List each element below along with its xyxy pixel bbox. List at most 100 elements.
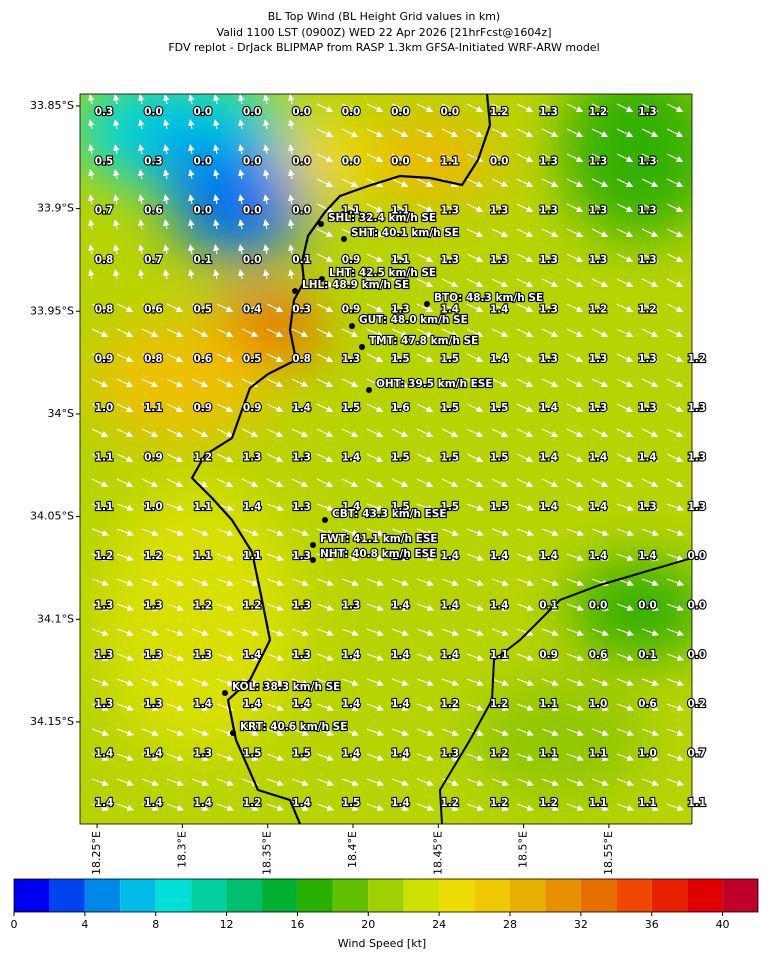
- wind-arrow: [666, 703, 685, 712]
- wind-arrow: [88, 244, 95, 255]
- wind-arrow: [288, 269, 295, 280]
- wind-arrow: [91, 403, 109, 412]
- wind-arrow: [491, 578, 510, 587]
- x-tick-label: 18.55°E: [602, 831, 615, 875]
- wind-arrow: [491, 228, 509, 237]
- wind-arrow: [641, 628, 660, 637]
- wind-arrow: [241, 803, 260, 812]
- wind-arrow: [166, 603, 185, 612]
- wind-arrow: [466, 128, 484, 137]
- grid-value: 1.4: [342, 748, 361, 760]
- wind-arrow: [591, 403, 609, 412]
- wind-arrow: [91, 778, 110, 787]
- wind-arrow: [516, 303, 534, 312]
- wind-arrow: [166, 803, 185, 812]
- wind-arrow: [466, 478, 484, 487]
- wind-arrow: [391, 478, 409, 487]
- wind-arrow: [516, 603, 535, 612]
- grid-value: 1.2: [490, 797, 509, 809]
- wind-arrow: [666, 303, 684, 312]
- wind-arrow: [516, 628, 535, 637]
- grid-value: 0.3: [144, 155, 163, 167]
- wind-arrow: [591, 328, 609, 337]
- grid-value: 0.0: [292, 205, 311, 217]
- wind-arrow: [491, 628, 510, 637]
- grid-value: 1.2: [144, 550, 163, 562]
- wind-arrow: [641, 103, 659, 112]
- wind-arrow: [188, 219, 195, 230]
- wind-arrow: [616, 203, 634, 212]
- grid-value: 1.5: [391, 451, 410, 463]
- wind-arrow: [666, 453, 684, 462]
- wind-arrow: [616, 728, 635, 737]
- wind-arrow: [116, 728, 135, 737]
- wind-arrow: [441, 378, 459, 387]
- wind-arrow: [516, 503, 535, 512]
- grid-value: 0.0: [193, 205, 212, 217]
- wind-arrow: [216, 478, 234, 487]
- grid-value: 1.4: [490, 550, 509, 562]
- wind-arrow: [441, 528, 460, 537]
- wind-arrow: [416, 403, 434, 412]
- wind-arrow: [416, 603, 435, 612]
- wind-arrow: [163, 194, 170, 205]
- wind-arrow: [213, 119, 220, 130]
- wind-arrow: [416, 153, 434, 162]
- grid-value: 0.0: [342, 106, 361, 118]
- wind-arrow: [191, 453, 209, 462]
- grid-value: 0.0: [243, 254, 262, 266]
- wind-arrow: [666, 503, 685, 512]
- grid-value: 1.3: [589, 402, 608, 414]
- wind-arrow: [416, 203, 434, 212]
- grid-value: 1.1: [342, 205, 361, 217]
- wind-arrow: [316, 353, 334, 362]
- wind-arrow: [466, 503, 485, 512]
- station-label: CBT: 43.3 km/h ESE: [332, 508, 447, 520]
- wind-arrow: [666, 778, 685, 787]
- grid-value: 1.3: [243, 451, 262, 463]
- wind-arrow: [616, 703, 635, 712]
- wind-arrow: [166, 653, 185, 662]
- wind-arrow: [191, 728, 210, 737]
- wind-arrow: [541, 403, 559, 412]
- wind-arrow: [113, 169, 120, 180]
- grid-value: 1.4: [589, 550, 608, 562]
- wind-arrow: [166, 553, 185, 562]
- wind-arrow: [541, 678, 560, 687]
- wind-arrow: [316, 753, 335, 762]
- grid-value: 1.1: [95, 451, 114, 463]
- wind-arrow: [441, 253, 459, 262]
- wind-arrow: [166, 478, 184, 487]
- wind-arrow: [266, 503, 285, 512]
- colorbar-tick-label: 36: [645, 918, 659, 931]
- wind-arrow: [666, 728, 685, 737]
- wind-arrow: [616, 553, 635, 562]
- wind-arrow: [541, 278, 559, 287]
- wind-arrow: [666, 128, 684, 137]
- wind-arrow: [91, 503, 110, 512]
- wind-arrow: [91, 303, 109, 312]
- wind-arrow: [466, 628, 485, 637]
- wind-arrow: [91, 753, 110, 762]
- wind-arrow: [188, 244, 195, 255]
- wind-arrow: [541, 103, 559, 112]
- wind-arrow: [91, 553, 110, 562]
- wind-arrow: [141, 478, 159, 487]
- grid-value: 1.1: [490, 649, 509, 661]
- grid-value: 1.4: [440, 600, 459, 612]
- wind-arrow: [441, 228, 459, 237]
- wind-arrow: [113, 194, 120, 205]
- wind-arrow: [391, 553, 410, 562]
- wind-arrow: [566, 203, 584, 212]
- wind-arrow: [116, 478, 134, 487]
- station-label: FWT: 41.1 km/h ESE: [320, 533, 438, 545]
- wind-arrow: [391, 428, 409, 437]
- grid-value: 1.5: [440, 353, 459, 365]
- wind-arrow: [566, 303, 584, 312]
- wind-arrow: [116, 328, 134, 337]
- wind-arrow: [566, 603, 585, 612]
- wind-arrow: [138, 144, 145, 155]
- wind-arrow: [366, 328, 384, 337]
- wind-arrow: [341, 453, 359, 462]
- wind-arrow: [391, 303, 409, 312]
